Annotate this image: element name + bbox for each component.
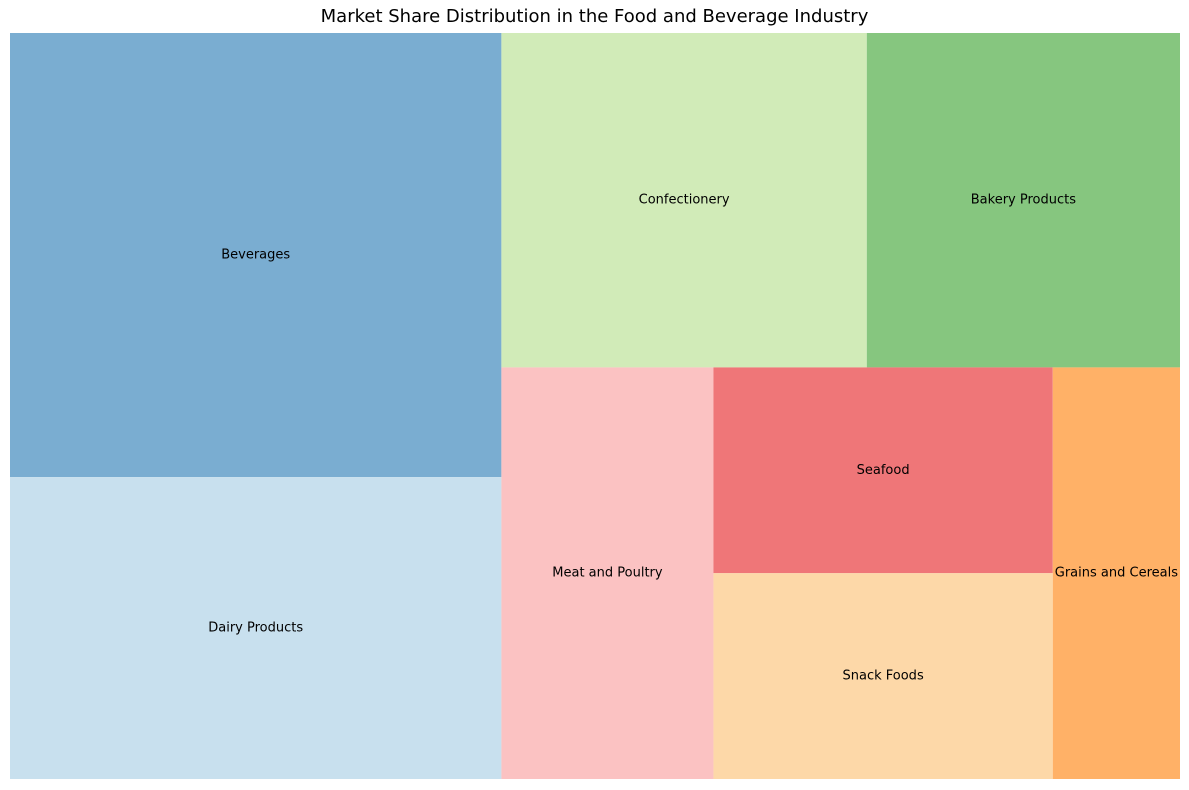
- treemap-label-beverages: Beverages: [221, 248, 290, 263]
- treemap-label-grains-and-cereals: Grains and Cereals: [1055, 566, 1178, 581]
- treemap-label-bakery-products: Bakery Products: [971, 193, 1076, 208]
- treemap-label-confectionery: Confectionery: [639, 193, 730, 208]
- treemap-label-seafood: Seafood: [857, 463, 910, 478]
- treemap-label-dairy-products: Dairy Products: [208, 621, 303, 636]
- treemap-label-meat-and-poultry: Meat and Poultry: [552, 566, 663, 581]
- treemap-label-snack-foods: Snack Foods: [843, 669, 924, 684]
